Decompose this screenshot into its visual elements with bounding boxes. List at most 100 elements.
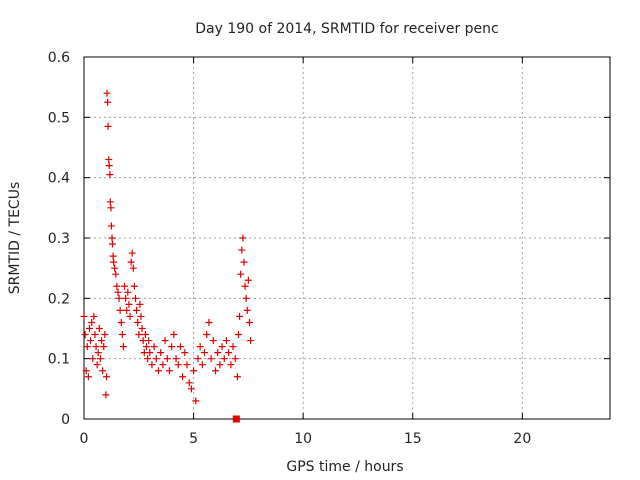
data-point (110, 258, 118, 266)
data-point (117, 318, 125, 326)
data-point (126, 312, 134, 320)
data-point (93, 361, 101, 369)
data-point (113, 282, 121, 290)
data-point (129, 264, 137, 272)
data-point (104, 122, 112, 130)
data-point (122, 294, 130, 302)
data-point (88, 318, 96, 326)
data-point (136, 300, 144, 308)
data-point (105, 156, 113, 164)
data-point (83, 343, 91, 351)
data-point (101, 331, 109, 339)
data-point (194, 355, 202, 363)
data-point (236, 312, 244, 320)
data-point (105, 162, 113, 170)
y-tick-label: 0.3 (48, 231, 70, 247)
data-point (87, 337, 95, 345)
data-point (238, 246, 246, 254)
data-point (170, 331, 178, 339)
data-point (157, 349, 165, 357)
data-point (183, 361, 191, 369)
data-point (115, 294, 123, 302)
data-point (114, 288, 122, 296)
data-point (161, 337, 169, 345)
data-point (137, 312, 145, 320)
data-point (123, 306, 131, 314)
data-point (107, 222, 115, 230)
data-point (247, 337, 255, 345)
data-point (81, 331, 89, 339)
data-point (138, 325, 146, 332)
data-point (85, 325, 93, 332)
chart-title: Day 190 of 2014, SRMTID for receiver pen… (195, 21, 498, 37)
data-point (152, 355, 160, 363)
data-point (144, 355, 152, 363)
data-point (176, 343, 184, 351)
data-point (145, 337, 153, 345)
data-point (165, 367, 173, 375)
zero-value-marker (232, 415, 240, 423)
data-point (174, 361, 182, 369)
x-tick-label: 10 (294, 431, 312, 447)
data-point (103, 373, 111, 381)
data-point (133, 306, 141, 314)
x-tick-label: 0 (80, 431, 89, 447)
data-point (168, 343, 176, 351)
data-point (163, 355, 171, 363)
data-point (102, 391, 110, 399)
data-point (92, 343, 100, 351)
data-point (225, 349, 233, 357)
data-point (198, 361, 206, 369)
data-point (233, 373, 241, 381)
data-point (242, 294, 250, 302)
data-point (112, 270, 120, 278)
y-tick-label: 0.2 (48, 291, 70, 307)
data-points (80, 89, 255, 405)
data-point (111, 264, 119, 272)
extra-markers (232, 415, 240, 423)
data-point (190, 367, 198, 375)
data-point (222, 337, 230, 345)
data-point (135, 331, 143, 339)
data-point (155, 367, 163, 375)
data-point (187, 385, 195, 393)
data-point (108, 240, 116, 248)
data-point (94, 349, 102, 357)
data-point (205, 318, 213, 326)
data-point (118, 331, 126, 339)
data-point (216, 361, 224, 369)
data-point (212, 367, 219, 375)
data-point (89, 355, 97, 363)
data-point (244, 276, 252, 284)
tick-labels: 0 5 10 15 20 0 0.1 0.2 0.3 0.4 0.5 0.6 (48, 50, 532, 447)
y-tick-label: 0.6 (48, 50, 70, 66)
data-point (132, 294, 140, 302)
grid (84, 57, 610, 419)
data-point (91, 331, 99, 339)
data-point (203, 331, 211, 339)
ticks (83, 56, 610, 420)
data-point (192, 397, 200, 405)
data-point (134, 318, 142, 326)
data-point (121, 282, 129, 290)
data-point (220, 355, 228, 363)
data-point (106, 198, 114, 206)
data-point (239, 234, 247, 242)
data-point (209, 337, 217, 345)
data-point (107, 204, 115, 212)
data-point (196, 343, 204, 351)
data-point (245, 318, 253, 326)
data-point (90, 312, 98, 320)
data-point (237, 270, 245, 278)
y-tick-label: 0 (61, 412, 70, 428)
data-point (231, 355, 239, 363)
data-point (124, 288, 132, 296)
data-point (141, 331, 149, 339)
y-tick-label: 0.1 (48, 352, 70, 368)
data-point (172, 355, 180, 363)
data-point (99, 367, 107, 375)
x-tick-label: 20 (513, 431, 531, 447)
y-tick-label: 0.4 (48, 171, 70, 187)
data-point (84, 373, 92, 381)
data-point (127, 258, 135, 266)
